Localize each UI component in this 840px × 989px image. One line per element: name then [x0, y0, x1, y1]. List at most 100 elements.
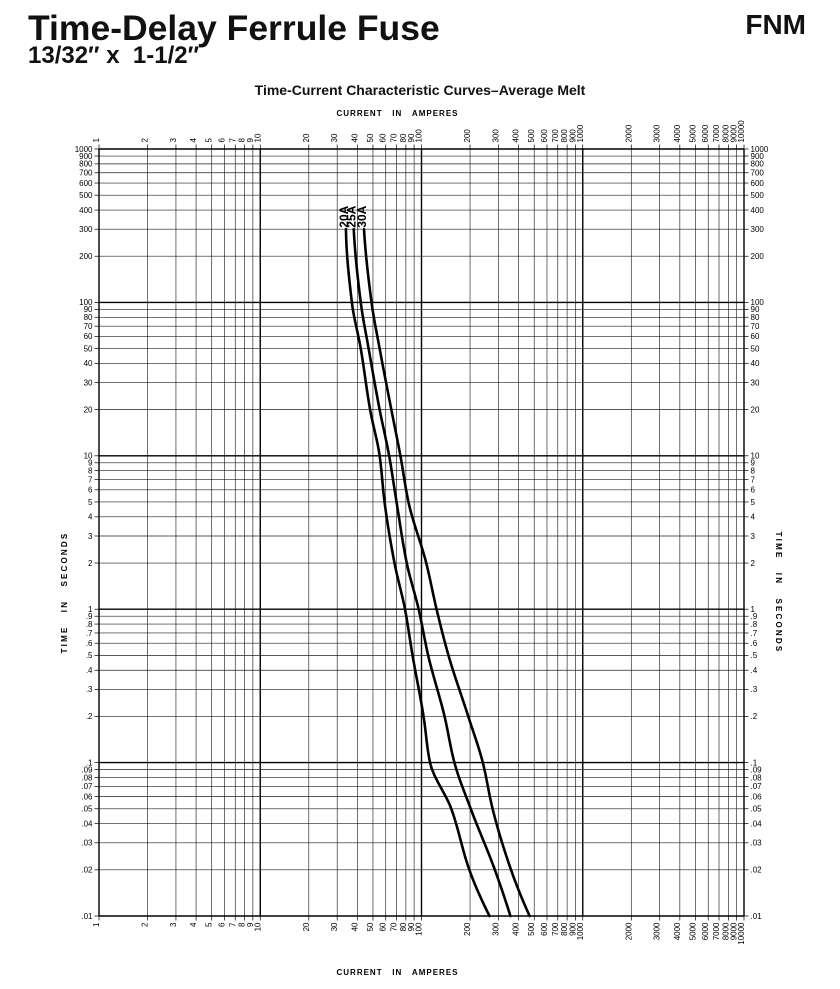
- svg-text:.8: .8: [86, 620, 93, 629]
- svg-text:1: 1: [88, 605, 93, 614]
- svg-text:600: 600: [751, 179, 765, 188]
- svg-text:.3: .3: [86, 685, 93, 694]
- svg-text:10: 10: [751, 452, 760, 461]
- svg-text:.07: .07: [81, 782, 93, 791]
- svg-text:600: 600: [79, 179, 93, 188]
- svg-text:.05: .05: [81, 805, 93, 814]
- svg-text:700: 700: [751, 169, 765, 178]
- svg-text:.5: .5: [86, 651, 93, 660]
- svg-text:70: 70: [84, 322, 93, 331]
- svg-text:700: 700: [79, 169, 93, 178]
- svg-text:500: 500: [751, 191, 765, 200]
- svg-text:3: 3: [169, 138, 178, 143]
- svg-text:10000: 10000: [737, 922, 746, 945]
- svg-text:500: 500: [527, 922, 536, 936]
- svg-text:40: 40: [751, 359, 760, 368]
- svg-text:4: 4: [88, 513, 93, 522]
- svg-text:.04: .04: [751, 819, 763, 828]
- svg-text:CURRENT IN AMPERES: CURRENT IN AMPERES: [336, 968, 458, 977]
- svg-text:60: 60: [379, 922, 388, 931]
- svg-text:.08: .08: [751, 773, 763, 782]
- svg-text:400: 400: [751, 206, 765, 215]
- svg-text:.06: .06: [751, 792, 763, 801]
- svg-text:5: 5: [205, 922, 214, 927]
- svg-text:70: 70: [751, 322, 760, 331]
- svg-text:.01: .01: [81, 912, 93, 921]
- svg-text:5000: 5000: [688, 922, 697, 940]
- svg-text:.02: .02: [751, 866, 763, 875]
- svg-text:100: 100: [415, 129, 424, 143]
- svg-text:30: 30: [84, 378, 93, 387]
- svg-text:200: 200: [79, 252, 93, 261]
- svg-text:80: 80: [751, 313, 760, 322]
- svg-text:.2: .2: [86, 712, 93, 721]
- svg-text:1: 1: [751, 605, 756, 614]
- svg-text:100: 100: [415, 922, 424, 936]
- svg-text:4: 4: [751, 513, 756, 522]
- svg-text:40: 40: [350, 133, 359, 142]
- svg-text:.03: .03: [751, 839, 763, 848]
- svg-text:2: 2: [88, 559, 93, 568]
- svg-text:300: 300: [79, 225, 93, 234]
- svg-text:30: 30: [330, 922, 339, 931]
- svg-text:.06: .06: [81, 792, 93, 801]
- svg-text:7: 7: [751, 475, 756, 484]
- svg-text:1: 1: [92, 922, 101, 927]
- svg-text:.6: .6: [751, 639, 758, 648]
- svg-text:6: 6: [751, 486, 756, 495]
- svg-text:70: 70: [390, 133, 399, 142]
- svg-text:30: 30: [751, 378, 760, 387]
- svg-text:50: 50: [751, 344, 760, 353]
- svg-text:50: 50: [366, 133, 375, 142]
- svg-text:20: 20: [302, 133, 311, 142]
- svg-text:1000: 1000: [576, 124, 585, 142]
- svg-text:.03: .03: [81, 839, 93, 848]
- svg-text:4000: 4000: [673, 922, 682, 940]
- svg-text:20: 20: [84, 405, 93, 414]
- svg-text:.7: .7: [751, 629, 758, 638]
- svg-text:50: 50: [84, 344, 93, 353]
- svg-text:10000: 10000: [737, 120, 746, 143]
- svg-text:6: 6: [217, 138, 226, 143]
- svg-text:8: 8: [751, 466, 756, 475]
- svg-text:.05: .05: [751, 805, 763, 814]
- svg-text:80: 80: [84, 313, 93, 322]
- svg-text:500: 500: [527, 129, 536, 143]
- svg-text:600: 600: [540, 129, 549, 143]
- svg-text:1000: 1000: [75, 145, 93, 154]
- svg-text:20: 20: [302, 922, 311, 931]
- svg-text:8: 8: [88, 466, 93, 475]
- svg-text:.8: .8: [751, 620, 758, 629]
- svg-text:.7: .7: [86, 629, 93, 638]
- svg-text:500: 500: [79, 191, 93, 200]
- svg-text:6000: 6000: [701, 922, 710, 940]
- svg-text:1000: 1000: [751, 145, 769, 154]
- svg-text:.07: .07: [751, 782, 763, 791]
- svg-text:7: 7: [228, 138, 237, 143]
- svg-text:100: 100: [79, 298, 93, 307]
- svg-text:50: 50: [366, 922, 375, 931]
- svg-text:5: 5: [205, 138, 214, 143]
- svg-text:600: 600: [540, 922, 549, 936]
- svg-text:4: 4: [189, 138, 198, 143]
- svg-text:30A: 30A: [355, 205, 369, 227]
- svg-text:5: 5: [88, 498, 93, 507]
- svg-text:1000: 1000: [576, 922, 585, 940]
- svg-text:.01: .01: [751, 912, 763, 921]
- svg-text:40: 40: [350, 922, 359, 931]
- svg-text:30: 30: [330, 133, 339, 142]
- svg-text:7000: 7000: [712, 124, 721, 142]
- svg-text:200: 200: [463, 129, 472, 143]
- svg-text:.1: .1: [86, 758, 93, 767]
- svg-text:TIME IN SECONDS: TIME IN SECONDS: [60, 532, 69, 654]
- svg-text:.3: .3: [751, 685, 758, 694]
- svg-text:700: 700: [551, 922, 560, 936]
- svg-text:4000: 4000: [673, 124, 682, 142]
- svg-text:60: 60: [751, 332, 760, 341]
- svg-text:.5: .5: [751, 651, 758, 660]
- svg-text:3: 3: [88, 532, 93, 541]
- svg-text:300: 300: [491, 922, 500, 936]
- svg-text:10: 10: [253, 922, 262, 931]
- svg-text:400: 400: [512, 922, 521, 936]
- svg-text:.4: .4: [86, 666, 93, 675]
